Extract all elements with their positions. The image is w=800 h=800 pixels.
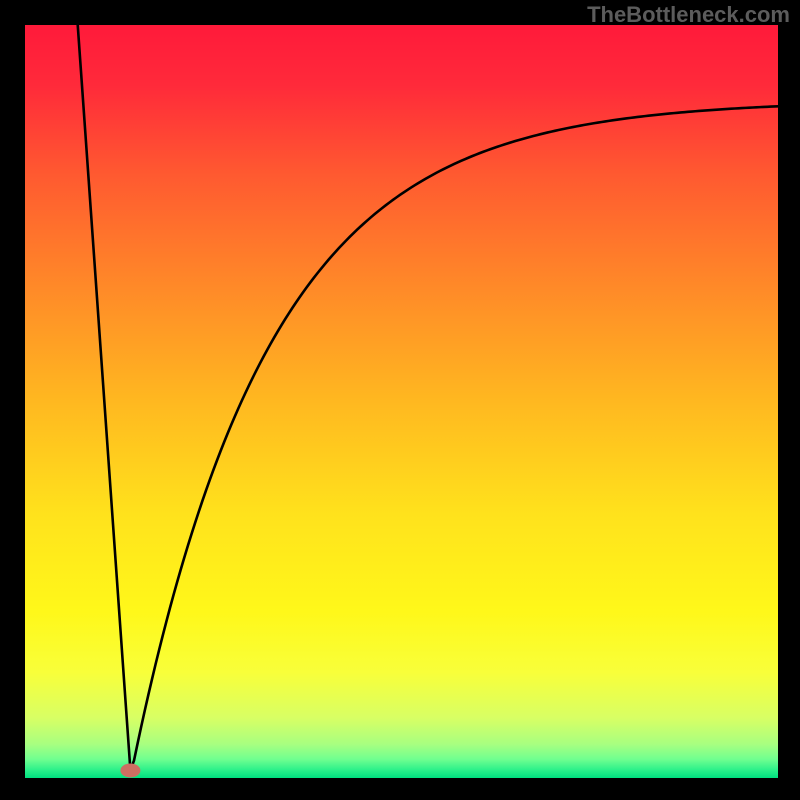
chart-frame: { "watermark": { "text": "TheBottleneck.…: [0, 0, 800, 800]
plot-area: [25, 25, 778, 778]
optimal-point-marker: [120, 763, 140, 777]
watermark-text: TheBottleneck.com: [587, 2, 790, 28]
bottleneck-chart: [0, 0, 800, 800]
